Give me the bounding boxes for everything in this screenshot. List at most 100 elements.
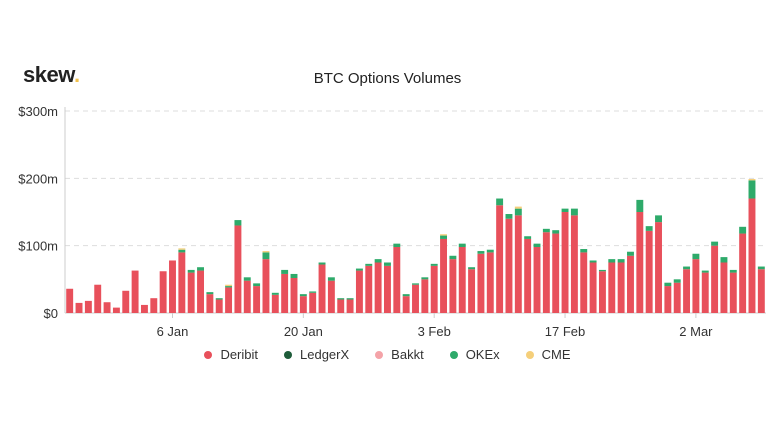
bar-deribit xyxy=(421,279,429,313)
bar-deribit xyxy=(739,233,747,313)
bar-deribit xyxy=(449,259,457,313)
bar-cme xyxy=(748,179,756,181)
bar-okex xyxy=(664,282,672,287)
bar-deribit xyxy=(711,245,719,313)
y-tick-label: $300m xyxy=(18,104,58,119)
bar-deribit xyxy=(169,260,176,313)
bar-deribit xyxy=(673,282,681,313)
bar-deribit xyxy=(150,298,158,313)
bar-okex xyxy=(533,243,541,248)
bar-deribit xyxy=(318,264,326,313)
legend-item-cme[interactable]: CME xyxy=(525,347,571,362)
bar-deribit xyxy=(412,284,419,313)
bar-okex xyxy=(421,277,429,280)
bar-okex xyxy=(346,298,354,300)
bar-cme xyxy=(178,248,186,250)
bar-deribit xyxy=(748,198,756,313)
bar-deribit xyxy=(243,280,251,313)
bar-okex xyxy=(711,241,719,246)
bar-okex xyxy=(655,215,662,223)
bar-okex xyxy=(412,283,419,285)
legend-item-deribit[interactable]: Deribit xyxy=(204,347,258,362)
bar-okex xyxy=(608,259,616,263)
legend-label: Bakkt xyxy=(391,347,424,362)
brand-logo: skew. xyxy=(23,62,80,87)
bar-okex xyxy=(290,273,298,278)
bar-okex xyxy=(402,294,410,297)
bar-okex xyxy=(234,220,242,226)
bar-okex xyxy=(524,236,532,239)
bar-deribit xyxy=(524,238,532,313)
bar-okex xyxy=(262,252,270,260)
bar-okex xyxy=(384,262,391,266)
bar-okex xyxy=(271,292,279,295)
bar-deribit xyxy=(589,262,597,313)
bar-deribit xyxy=(337,299,345,313)
bar-okex xyxy=(542,228,550,233)
bar-deribit xyxy=(486,252,494,313)
bar-deribit xyxy=(617,262,625,313)
bar-okex xyxy=(393,243,401,248)
bar-deribit xyxy=(683,269,691,313)
bar-deribit xyxy=(692,259,700,313)
bar-deribit xyxy=(355,270,363,313)
bar-deribit xyxy=(225,287,233,313)
bar-okex xyxy=(627,251,634,256)
bar-okex xyxy=(281,269,289,274)
bar-okex xyxy=(225,286,233,288)
bar-okex xyxy=(486,249,494,253)
bar-deribit xyxy=(206,294,214,313)
bar-deribit xyxy=(514,215,522,313)
bar-deribit xyxy=(477,253,485,313)
bar-okex xyxy=(468,267,476,270)
bar-okex xyxy=(570,208,578,216)
y-tick-label: $200m xyxy=(18,171,58,186)
legend-item-bakkt[interactable]: Bakkt xyxy=(375,347,424,362)
bar-cme xyxy=(225,284,233,287)
bar-okex xyxy=(692,253,700,260)
bar-deribit xyxy=(234,225,242,313)
bar-okex xyxy=(318,262,326,265)
bar-deribit xyxy=(94,284,102,313)
bar-deribit xyxy=(84,300,92,313)
legend-item-okex[interactable]: OKEx xyxy=(449,347,500,362)
legend-label: OKEx xyxy=(465,347,500,362)
bar-okex xyxy=(701,270,709,273)
chart-title: BTC Options Volumes xyxy=(313,70,462,87)
bar-deribit xyxy=(384,265,391,313)
bar-okex xyxy=(374,259,382,263)
bar-deribit xyxy=(374,262,382,313)
bar-okex xyxy=(197,267,204,271)
y-tick-label: $100m xyxy=(18,239,58,254)
bar-okex xyxy=(729,269,737,273)
legend-swatch xyxy=(375,350,384,359)
bar-deribit xyxy=(346,299,354,313)
bar-okex xyxy=(589,260,597,263)
bar-deribit xyxy=(393,247,401,313)
bar-deribit xyxy=(729,272,737,313)
bar-okex xyxy=(720,257,728,263)
bar-deribit xyxy=(561,212,569,313)
bar-okex xyxy=(505,214,513,219)
bar-deribit xyxy=(645,230,653,313)
bar-deribit xyxy=(402,296,410,313)
bar-deribit xyxy=(253,286,261,313)
legend-item-ledgerx[interactable]: LedgerX xyxy=(284,347,349,362)
bar-deribit xyxy=(309,292,317,313)
bar-okex xyxy=(477,251,485,254)
bar-deribit xyxy=(271,294,279,313)
bar-deribit xyxy=(458,247,466,313)
bar-deribit xyxy=(757,269,765,313)
bar-okex xyxy=(243,277,251,281)
bar-okex xyxy=(748,180,756,199)
legend-swatch xyxy=(284,350,293,359)
bar-deribit xyxy=(112,307,120,313)
chart-legend: Deribit LedgerX Bakkt OKEx CME xyxy=(0,347,775,362)
bar-deribit xyxy=(262,259,270,313)
legend-label: CME xyxy=(541,347,571,362)
bar-okex xyxy=(683,266,691,270)
y-tick-label: $0 xyxy=(44,306,58,321)
bar-deribit xyxy=(281,273,289,313)
